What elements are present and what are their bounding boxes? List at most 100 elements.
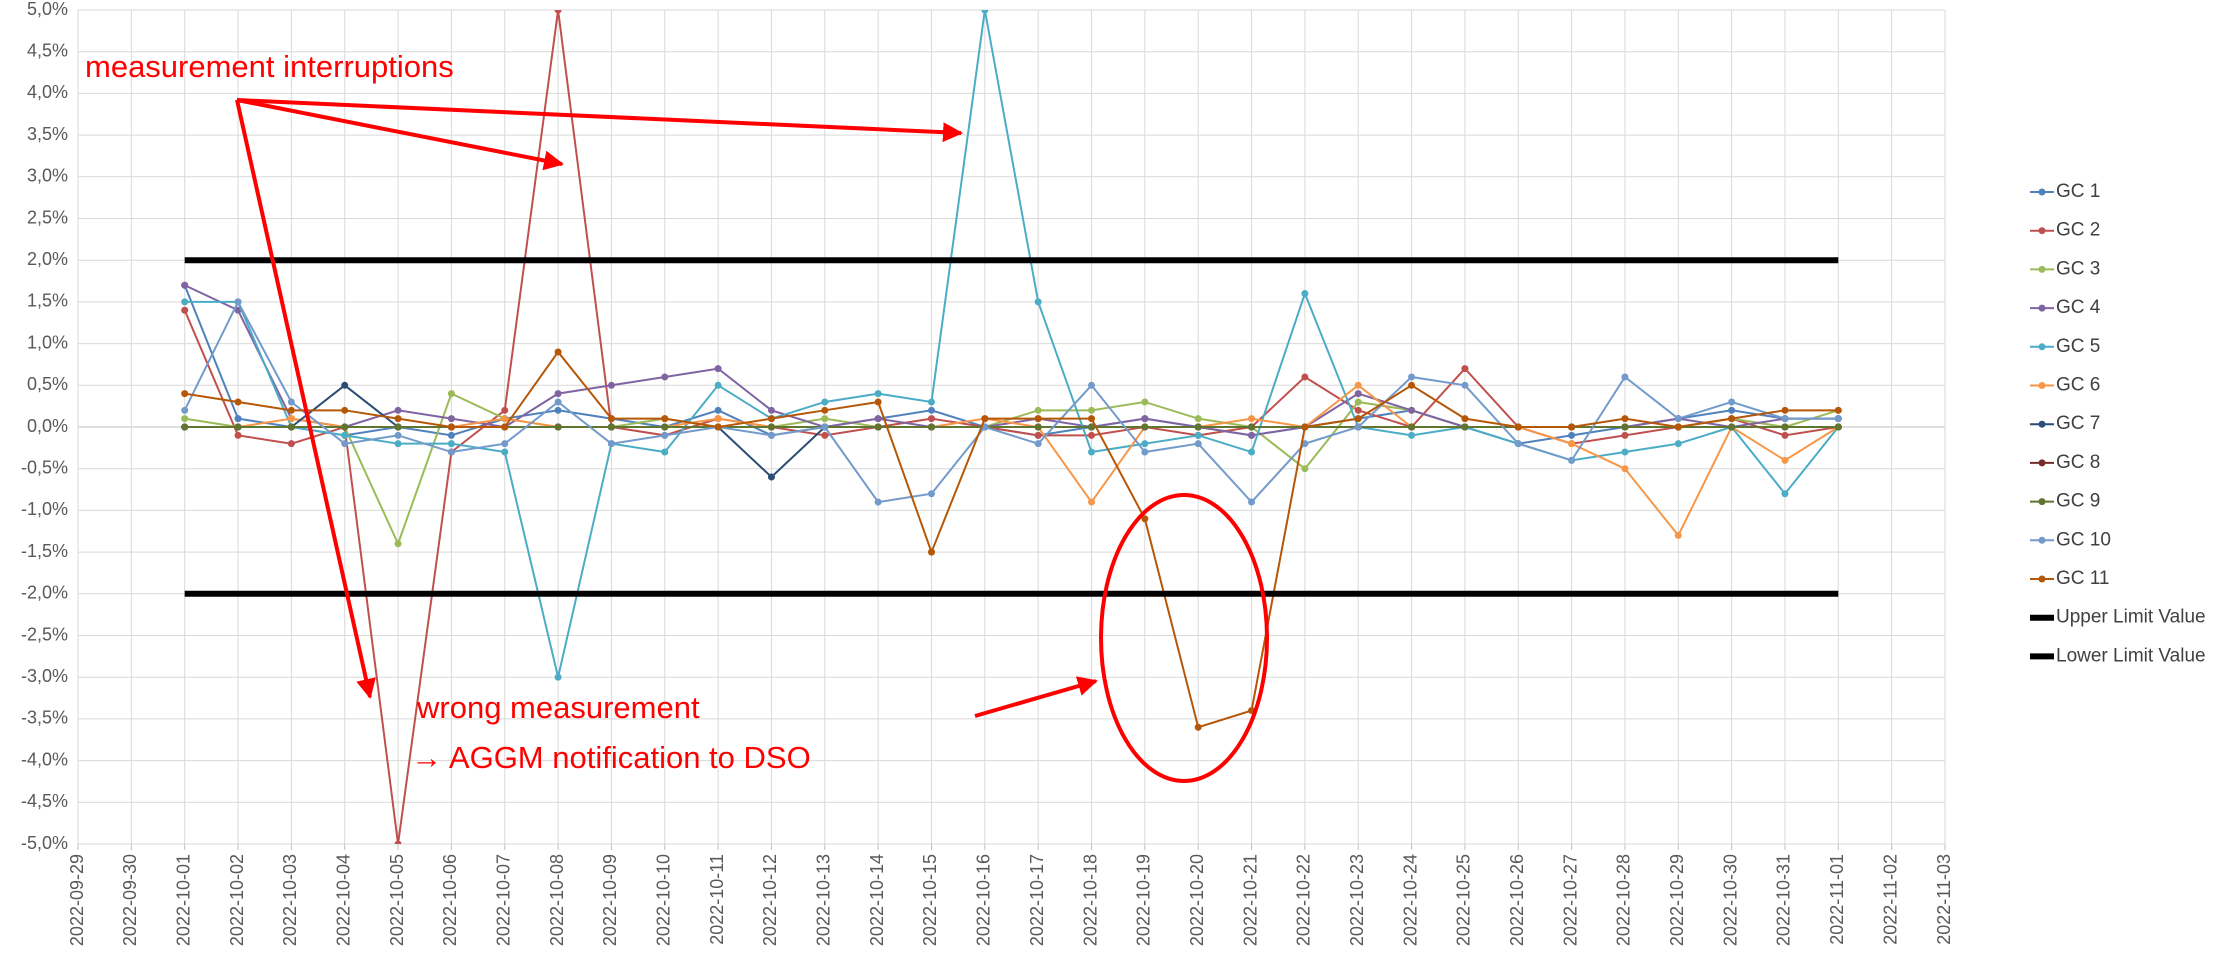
data-point <box>1674 440 1682 448</box>
data-point <box>1194 423 1202 431</box>
data-point <box>767 415 775 423</box>
data-point <box>287 398 295 406</box>
data-point <box>661 431 669 439</box>
legend-label: Upper Limit Value <box>2056 607 2206 628</box>
data-point <box>1568 431 1576 439</box>
data-point <box>234 398 242 406</box>
data-point <box>1781 406 1789 414</box>
data-point <box>714 423 722 431</box>
data-point <box>181 406 189 414</box>
legend-swatch <box>2038 459 2046 467</box>
data-point <box>821 398 829 406</box>
data-point <box>1621 415 1629 423</box>
data-point <box>1834 406 1842 414</box>
data-point <box>1568 456 1576 464</box>
x-tick-label: 2022-11-02 <box>1880 854 1900 945</box>
data-point <box>447 390 455 398</box>
x-tick-label: 2022-10-14 <box>867 854 887 946</box>
data-point <box>554 398 562 406</box>
arrows <box>235 98 1098 718</box>
data-point <box>341 406 349 414</box>
data-point <box>1728 423 1736 431</box>
data-point <box>927 548 935 556</box>
data-point <box>1461 415 1469 423</box>
data-point <box>341 381 349 389</box>
data-point <box>1088 423 1096 431</box>
series-line <box>183 284 1839 445</box>
data-point <box>1408 381 1416 389</box>
data-point <box>714 365 722 373</box>
data-point <box>981 10 989 14</box>
data-point <box>181 390 189 398</box>
data-point <box>1034 431 1042 439</box>
x-tick-label: 2022-10-18 <box>1080 854 1100 946</box>
data-point <box>767 423 775 431</box>
data-point <box>1248 448 1256 456</box>
data-point <box>927 490 935 498</box>
data-point <box>661 415 669 423</box>
legend: GC 1 GC 2 GC 3 GC 4 GC 5 GC 6 GC 7 GC 8 GC 9 GC 1… <box>2030 181 2206 666</box>
data-point <box>874 398 882 406</box>
annotation: → AGGM notification to DSO <box>411 740 811 775</box>
data-point <box>554 390 562 398</box>
data-point <box>1301 290 1309 298</box>
data-point <box>1621 465 1629 473</box>
y-tick-label: 1,0% <box>27 332 68 352</box>
y-tick-label: -5,0% <box>21 833 68 853</box>
series-line <box>184 284 1839 437</box>
data-point <box>181 306 189 314</box>
data-point <box>394 431 402 439</box>
data-point <box>181 423 189 431</box>
data-point <box>1408 423 1416 431</box>
data-point <box>1301 440 1309 448</box>
data-point <box>1674 423 1682 431</box>
data-point <box>1728 415 1736 423</box>
data-point <box>181 298 189 306</box>
data-point <box>874 390 882 398</box>
y-tick-label: -4,5% <box>21 791 68 811</box>
data-point <box>1088 431 1096 439</box>
data-point <box>287 415 295 423</box>
legend-swatch <box>2038 188 2046 196</box>
legend-label: GC 6 <box>2056 375 2100 396</box>
y-tick-label: -2,0% <box>21 583 68 603</box>
data-point <box>1461 423 1469 431</box>
data-point <box>927 415 935 423</box>
data-point <box>341 423 349 431</box>
x-tick-label: 2022-10-07 <box>493 854 513 946</box>
data-point <box>287 440 295 448</box>
data-point <box>714 406 722 414</box>
data-point <box>1354 423 1362 431</box>
data-point <box>1514 440 1522 448</box>
data-point <box>1354 406 1362 414</box>
data-point <box>234 298 242 306</box>
x-tick-label: 2022-10-22 <box>1294 854 1314 946</box>
x-tick-label: 2022-10-27 <box>1560 854 1580 946</box>
axes: 5,0% 4,5% 4,0% 3,5% 3,0% 2,5% 2,0% 1,5% 1,0% 0,5%… <box>21 0 1954 946</box>
data-point <box>501 406 509 414</box>
data-point <box>447 415 455 423</box>
data-point <box>554 673 562 681</box>
data-point <box>607 423 615 431</box>
data-point <box>1354 415 1362 423</box>
legend-label: GC 1 <box>2056 181 2100 202</box>
data-point <box>554 406 562 414</box>
y-tick-label: -0,5% <box>21 457 68 477</box>
data-point <box>927 406 935 414</box>
legend-label: GC 5 <box>2056 336 2100 357</box>
data-point <box>1194 415 1202 423</box>
x-tick-label: 2022-10-13 <box>814 854 834 946</box>
legend-swatch <box>2038 498 2046 506</box>
data-point <box>394 415 402 423</box>
x-tick-label: 2022-10-28 <box>1614 854 1634 946</box>
y-tick-label: -2,5% <box>21 624 68 644</box>
legend-label: GC 11 <box>2056 568 2110 589</box>
data-point <box>821 415 829 423</box>
legend-label: GC 9 <box>2056 491 2100 512</box>
data-point <box>1354 390 1362 398</box>
grid <box>77 9 1946 845</box>
data-point <box>1781 490 1789 498</box>
x-tick-label: 2022-10-17 <box>1027 854 1047 946</box>
x-tick-label: 2022-09-29 <box>67 854 87 946</box>
annotation: measurement interruptions <box>85 49 454 84</box>
